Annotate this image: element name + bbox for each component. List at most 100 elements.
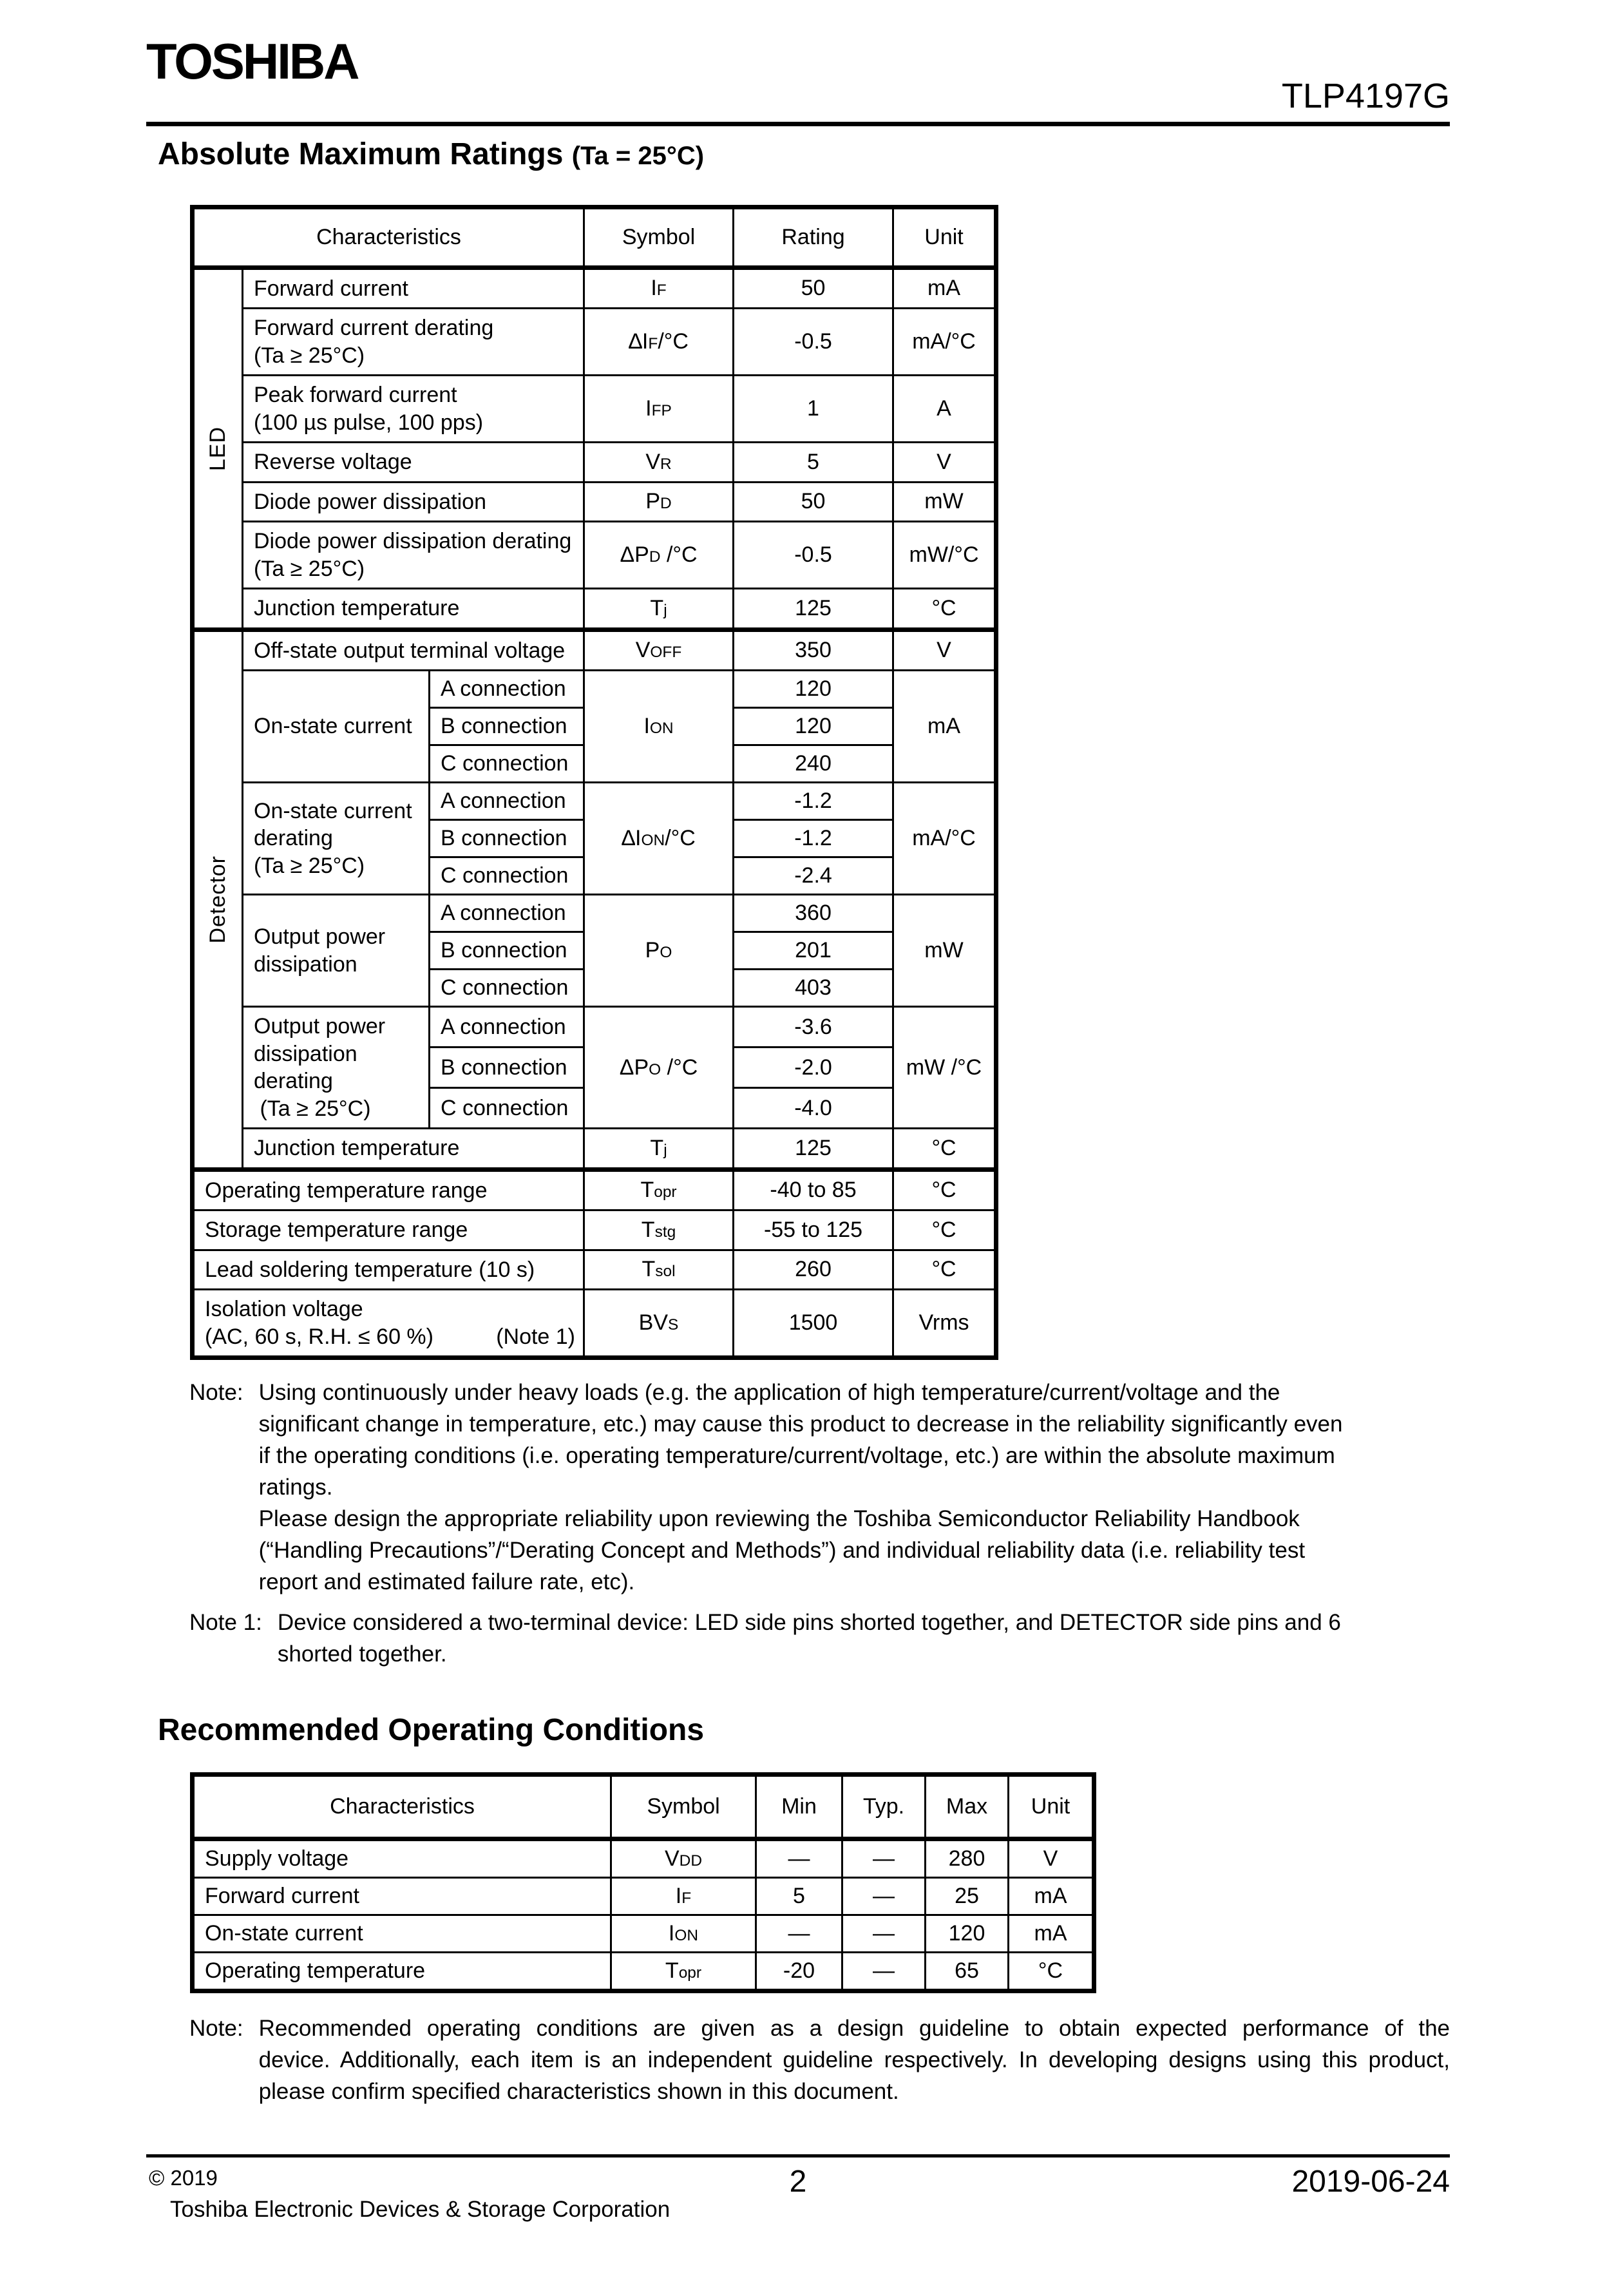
symbol-cell: PD	[583, 481, 735, 523]
symbol-cell: Tsol	[583, 1248, 735, 1291]
unit-cell: °C	[1007, 1951, 1095, 1993]
rating-cell: 125	[732, 1127, 895, 1171]
symbol: VR	[645, 449, 672, 474]
symbol: Tj	[650, 1135, 667, 1160]
connection-cell: A connection	[428, 894, 585, 933]
rating-cell: -4.0	[732, 1087, 895, 1130]
unit-cell: °C	[892, 1167, 998, 1212]
roc-row: Forward current IF 5 — 25 mA	[191, 1877, 1095, 1917]
min-cell: -20	[755, 1951, 843, 1993]
rating-cell: 240	[732, 744, 895, 784]
amr-row: Peak forward current (100 µs pulse, 100 …	[193, 374, 998, 444]
amr-row: C connection 403	[193, 968, 996, 1008]
amr-row: LED Forward current IF 50 mA	[191, 266, 998, 631]
characteristic-cell: Forward current	[191, 1877, 612, 1917]
max-cell: 280	[924, 1838, 1009, 1879]
min-cell: 5	[755, 1877, 843, 1917]
amr-row: Operating temperature range Topr -40 to …	[191, 1167, 998, 1212]
characteristic-cell: Junction temperature	[241, 588, 585, 631]
rating-cell: 350	[732, 627, 895, 672]
symbol-cell: ION	[610, 1914, 757, 1954]
characteristic-cell: Junction temperature	[241, 1127, 585, 1171]
rating-cell: -0.5	[732, 521, 895, 590]
typ-cell: —	[841, 1951, 926, 1993]
amr-header-row: Characteristics Symbol Rating Unit	[191, 206, 998, 270]
symbol-cell: ∆IF/°C	[583, 307, 735, 377]
max-cell: 25	[924, 1877, 1009, 1917]
rating-cell: 403	[732, 968, 895, 1008]
unit-cell: °C	[892, 1127, 998, 1171]
connection-cell: B connection	[428, 707, 585, 747]
section-title-condition: (Ta = 25°C)	[571, 142, 705, 171]
symbol: ION	[668, 1921, 699, 1946]
note-reference: (Note 1)	[496, 1324, 576, 1349]
col-header-typ: Typ.	[841, 1774, 926, 1842]
symbol-cell: Tstg	[583, 1209, 735, 1251]
amr-row: On-state current A connection ION 120 mA	[193, 669, 998, 784]
rating-cell: 201	[732, 931, 895, 971]
connection-cell: B connection	[428, 1046, 585, 1089]
note-label: Note:	[189, 2016, 243, 2042]
isolation-voltage-conditions: (AC, 60 s, R.H. ≤ 60 %) (Note 1)	[205, 1323, 578, 1351]
roc-row: Supply voltage VDD — — 280 V	[191, 1838, 1095, 1879]
note-label: Note:	[189, 1380, 243, 1406]
unit-cell: mW	[892, 481, 998, 523]
amr-row: Isolation voltage (AC, 60 s, R.H. ≤ 60 %…	[191, 1288, 998, 1359]
section-title-text: Absolute Maximum Ratings	[158, 137, 572, 172]
amr-row: Diode power dissipation derating (Ta ≥ 2…	[193, 521, 998, 590]
typ-cell: —	[841, 1914, 926, 1954]
section-title-recommended-operating-conditions: Recommended Operating Conditions	[158, 1713, 705, 1748]
rating-cell: 120	[732, 669, 895, 709]
typ-cell: —	[841, 1838, 926, 1879]
amr-row: C connection -2.4	[193, 856, 996, 896]
amr-row: Junction temperature Tj 125 °C	[193, 1127, 998, 1171]
roc-header-row: Characteristics Symbol Min Typ. Max Unit	[191, 1774, 1095, 1842]
rating-cell: 1500	[732, 1288, 895, 1359]
max-cell: 65	[924, 1951, 1009, 1993]
rating-cell: -1.2	[732, 781, 895, 821]
unit-cell: mW	[892, 894, 998, 1008]
symbol-cell: VR	[583, 441, 735, 483]
symbol: ΔPD /°C	[620, 542, 698, 568]
symbol: ∆ION/°C	[622, 826, 696, 851]
amr-row: Detector Off-state output terminal volta…	[191, 627, 998, 1171]
company-name: Toshiba Electronic Devices & Storage Cor…	[170, 2196, 671, 2222]
symbol-cell: Tj	[583, 1127, 735, 1171]
characteristic-cell: Off-state output terminal voltage	[241, 627, 585, 672]
rating-cell: 1	[732, 374, 895, 444]
footer-left: © 2019 Toshiba Electronic Devices & Stor…	[146, 2165, 790, 2223]
characteristic-cell: Supply voltage	[191, 1838, 612, 1879]
amr-row: Diode power dissipation PD 50 mW	[193, 481, 998, 523]
unit-cell: mW/°C	[892, 521, 998, 590]
characteristic-cell: Reverse voltage	[241, 441, 585, 483]
toshiba-logo: TOSHIBA	[146, 33, 360, 90]
amr-row: Forward current derating (Ta ≥ 25°C) ∆IF…	[193, 307, 998, 377]
characteristic-cell: Lead soldering temperature (10 s)	[191, 1248, 585, 1291]
amr-row: Reverse voltage VR 5 V	[193, 441, 998, 483]
unit-cell: mW /°C	[892, 1006, 998, 1130]
absolute-maximum-ratings-table: Characteristics Symbol Rating Unit LED F…	[190, 204, 999, 1361]
symbol: IF	[651, 276, 667, 301]
unit-cell: °C	[892, 588, 998, 631]
amr-row: C connection -4.0	[193, 1087, 996, 1130]
connection-cell: C connection	[428, 856, 585, 896]
unit-cell: mA	[892, 669, 998, 784]
unit-cell: V	[892, 627, 998, 672]
unit-cell: A	[892, 374, 998, 444]
group-cell-led: LED	[191, 266, 243, 631]
amr-row: B connection 201	[193, 931, 996, 971]
rating-cell: -1.2	[732, 819, 895, 859]
symbol-cell: ION	[583, 669, 735, 784]
characteristic-cell: Output power dissipation derating (Ta ≥ …	[242, 1006, 430, 1130]
rating-cell: -2.4	[732, 856, 895, 896]
symbol-cell: PO	[583, 894, 735, 1008]
unit-cell: °C	[892, 1209, 998, 1251]
symbol: PD	[645, 489, 672, 514]
amr-row: B connection -1.2	[193, 819, 996, 859]
symbol: ΔPO /°C	[619, 1055, 698, 1080]
symbol-cell: BVS	[583, 1288, 735, 1359]
symbol: Topr	[665, 1958, 702, 1984]
symbol-cell: Tj	[583, 588, 735, 631]
symbol: PO	[645, 938, 672, 963]
amr-row: Output power dissipation derating (Ta ≥ …	[193, 1006, 998, 1130]
